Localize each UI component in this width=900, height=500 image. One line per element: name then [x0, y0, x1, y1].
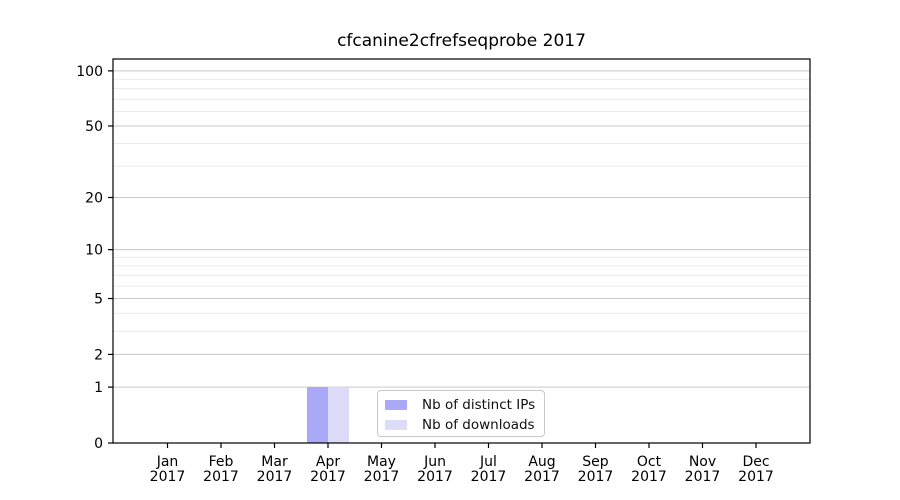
legend: Nb of distinct IPs Nb of downloads	[377, 390, 545, 437]
x-tick-label-year: 2017	[578, 469, 614, 485]
x-tick-label-year: 2017	[150, 469, 186, 485]
chart-title: cfcanine2cfrefseqprobe 2017	[337, 31, 586, 51]
y-tick-label: 1	[94, 380, 103, 396]
legend-swatch-distinct-ips	[385, 400, 407, 410]
y-tick-label: 2	[94, 347, 103, 363]
x-tick-label-month: Mar	[261, 454, 288, 470]
x-tick-label-year: 2017	[203, 469, 239, 485]
legend-label-distinct-ips: Nb of distinct IPs	[422, 397, 536, 413]
x-tick-label-year: 2017	[471, 469, 507, 485]
x-tick-label-month: May	[367, 454, 396, 470]
x-tick-label-month: Jun	[423, 454, 446, 470]
x-tick-label-year: 2017	[417, 469, 453, 485]
x-tick-label-year: 2017	[310, 469, 346, 485]
x-tick-label-year: 2017	[685, 469, 721, 485]
y-tick-label: 100	[76, 64, 103, 80]
x-tick-label-month: Dec	[742, 454, 769, 470]
x-tick-label-month: Jul	[479, 454, 497, 470]
x-tick-label-month: Nov	[689, 454, 716, 470]
y-tick-label: 20	[85, 191, 103, 207]
axes-spines	[112, 58, 811, 444]
y-tick-label: 50	[85, 119, 103, 135]
legend-label-downloads: Nb of downloads	[422, 417, 535, 433]
legend-swatch-downloads	[385, 420, 407, 430]
y-tick-label: 0	[94, 436, 103, 452]
x-tick-label-month: Jan	[156, 454, 179, 470]
x-tick-label-month: Oct	[637, 454, 662, 470]
y-tick-label: 5	[94, 292, 103, 308]
x-tick-label-year: 2017	[738, 469, 774, 485]
x-tick-label-year: 2017	[364, 469, 400, 485]
x-tick-label-month: Apr	[316, 454, 340, 470]
legend-item-distinct-ips: Nb of distinct IPs	[385, 397, 538, 413]
bar-distinct-ips-apr	[307, 387, 328, 443]
x-tick-label-year: 2017	[524, 469, 560, 485]
x-tick-label-year: 2017	[631, 469, 667, 485]
x-tick-label-month: Sep	[582, 454, 609, 470]
x-tick-label-month: Feb	[209, 454, 234, 470]
legend-item-downloads: Nb of downloads	[385, 417, 538, 433]
x-tick-label-month: Aug	[528, 454, 555, 470]
x-tick-label-year: 2017	[257, 469, 293, 485]
bar-downloads-apr	[328, 387, 349, 443]
y-tick-label: 10	[85, 243, 103, 259]
